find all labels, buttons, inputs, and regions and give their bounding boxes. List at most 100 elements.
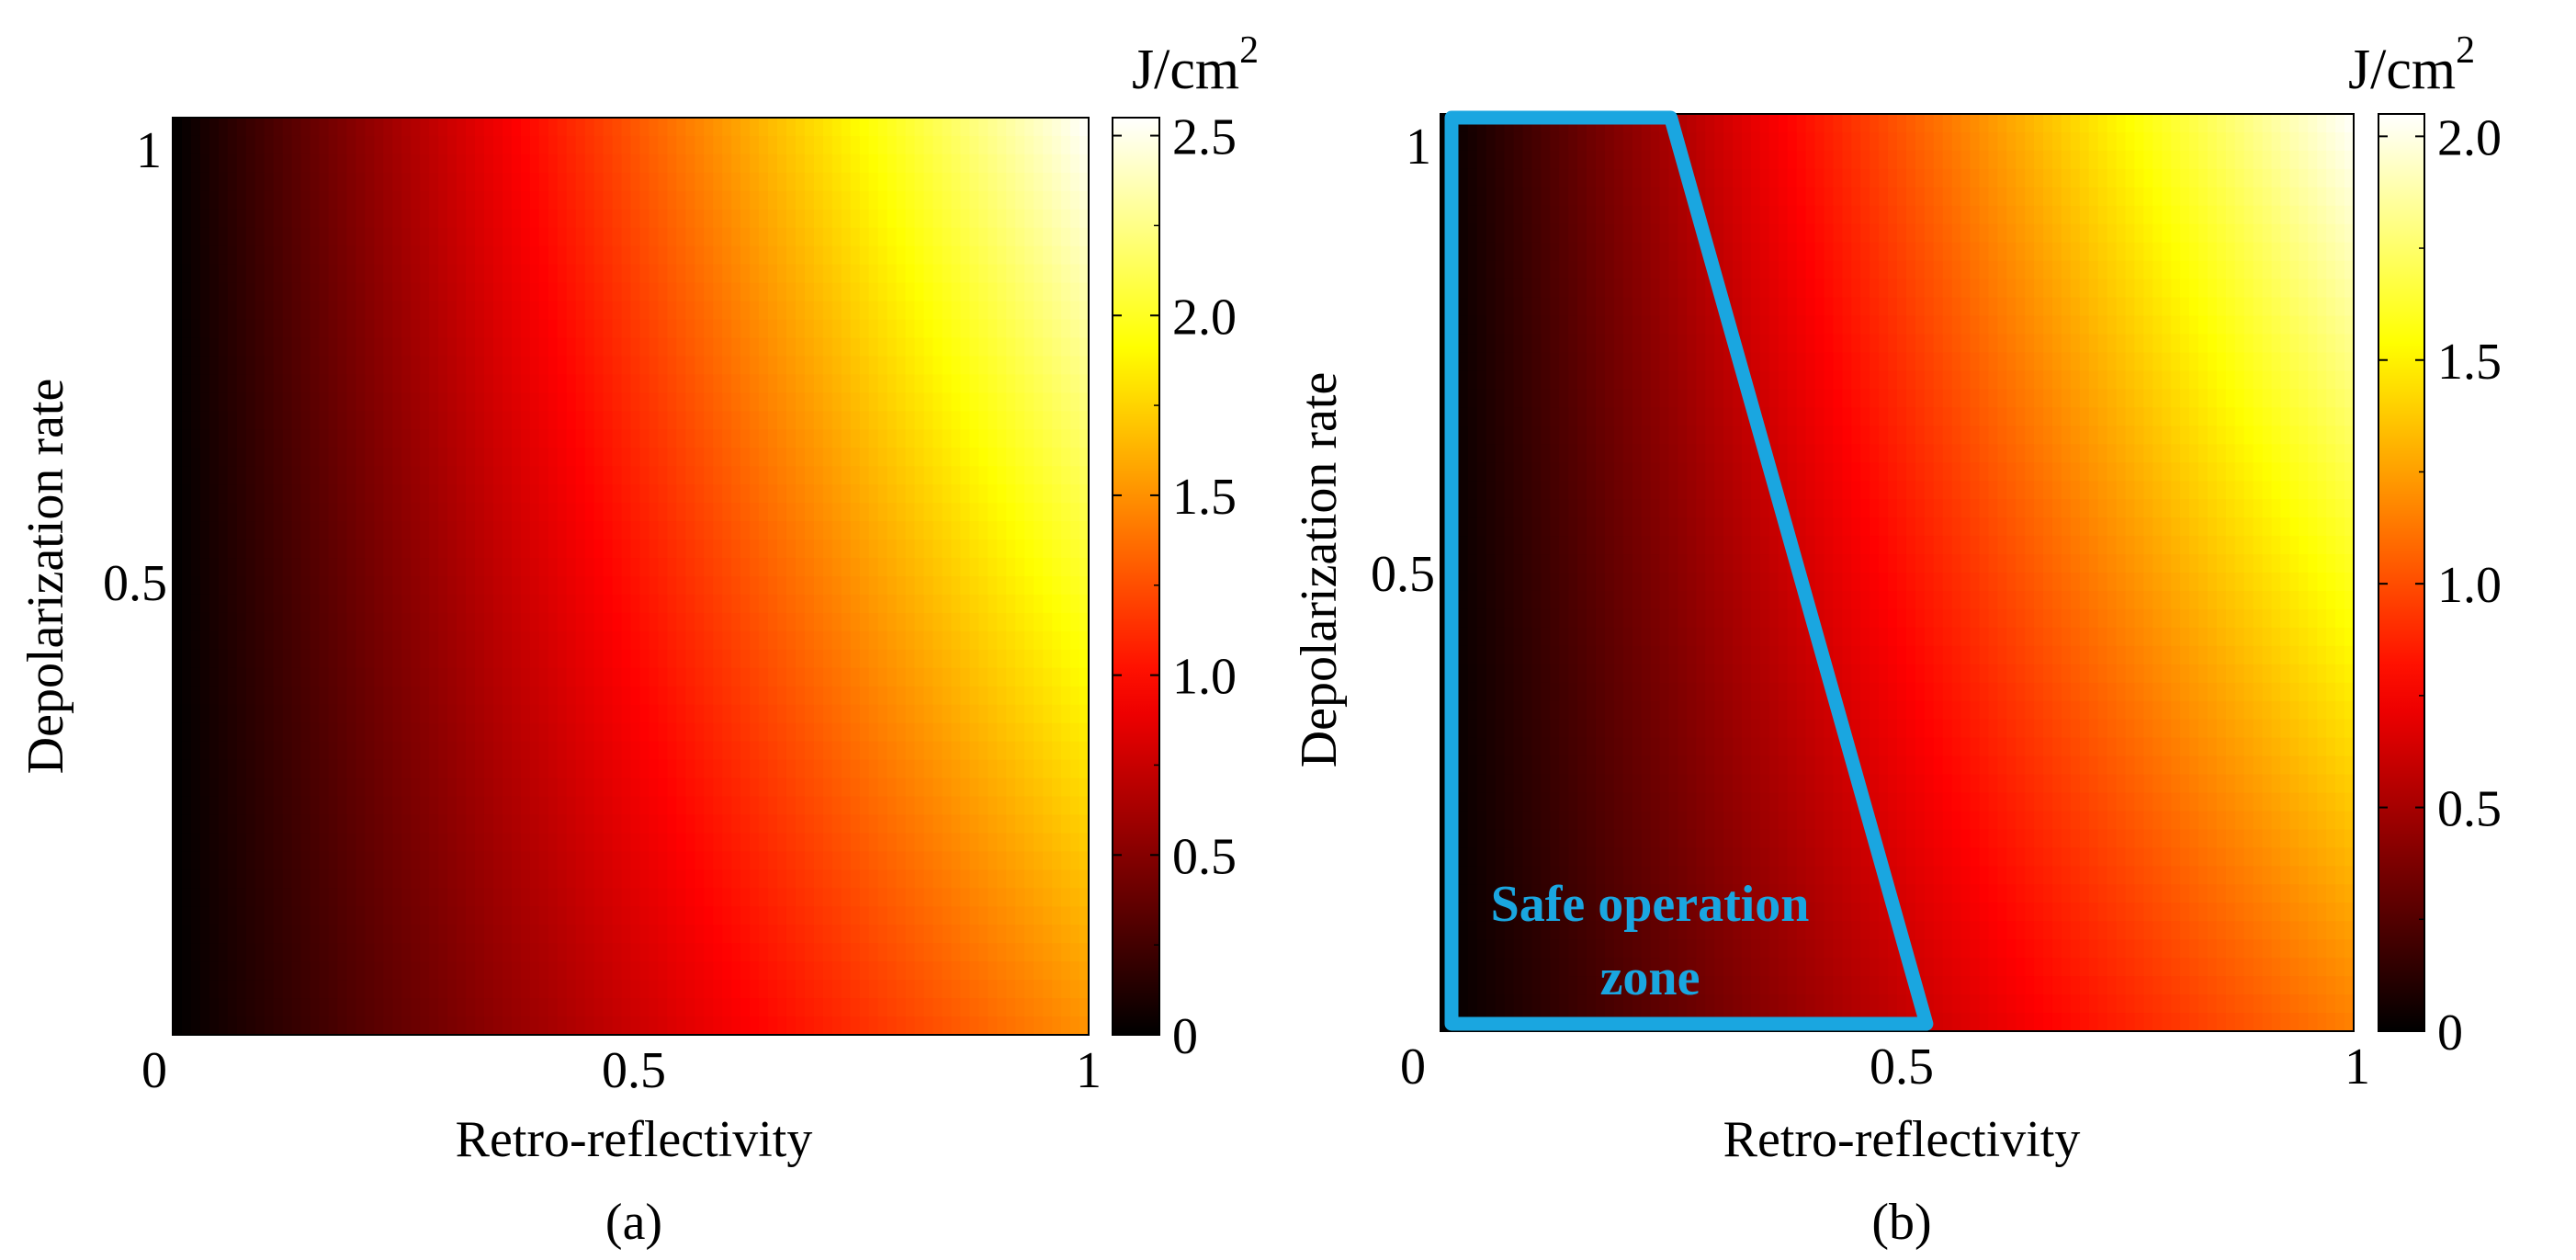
heat-cell-a	[868, 282, 879, 302]
heat-cell-a	[447, 1016, 458, 1035]
heat-cell-a	[1006, 778, 1016, 798]
heat-cell-a	[988, 814, 998, 834]
heat-cell-a	[529, 153, 540, 174]
heat-cell-a	[951, 484, 962, 504]
heat-cell-a	[695, 741, 705, 761]
heat-cell-a	[759, 704, 769, 724]
heat-cell-a	[1070, 135, 1080, 155]
heat-cell-a	[236, 264, 247, 284]
heat-cell-a	[264, 392, 275, 412]
heat-cell-a	[593, 594, 604, 614]
heat-cell-a	[731, 833, 741, 852]
heat-cell-a	[529, 906, 540, 925]
heat-cell-a	[859, 667, 870, 687]
heat-cell-a	[356, 888, 366, 907]
heat-cell-a	[777, 190, 787, 210]
heat-cell-a	[190, 539, 201, 559]
heat-cell-a	[969, 1016, 979, 1035]
heat-cell-a	[520, 153, 531, 174]
heat-cell-a	[1034, 227, 1044, 247]
heat-cell-a	[914, 209, 925, 229]
heat-cell-a	[365, 466, 375, 485]
heat-cell-a	[190, 190, 201, 210]
heat-cell-a	[612, 484, 623, 504]
heat-cell-a	[1024, 429, 1034, 448]
heat-cell-a	[502, 356, 513, 376]
heat-cell-a	[346, 227, 356, 247]
heat-cell-a	[667, 503, 677, 522]
heat-cell-a	[905, 558, 916, 577]
heat-cell-a	[1015, 759, 1025, 779]
heat-cell-a	[190, 630, 201, 651]
heat-cell-a	[447, 649, 458, 669]
heat-cell-a	[905, 503, 916, 522]
heat-cell-a	[841, 906, 852, 925]
heat-cell-a	[932, 135, 943, 155]
heat-cell-a	[822, 759, 833, 779]
heat-cell-a	[960, 374, 970, 393]
heat-cell-a	[813, 356, 824, 376]
heat-cell-a	[209, 961, 220, 981]
heat-cell-a	[337, 245, 348, 266]
heat-cell-a	[722, 667, 732, 687]
heat-cell-a	[429, 998, 439, 1017]
heat-cell-a	[685, 319, 695, 339]
heat-cell-a	[282, 558, 293, 577]
heat-cell-a	[630, 998, 641, 1017]
heat-cell-a	[804, 264, 815, 284]
heat-cell-a	[575, 374, 586, 393]
heat-cell-a	[813, 888, 824, 907]
heat-cell-a	[173, 172, 183, 192]
heat-cell-a	[438, 118, 448, 137]
heat-cell-a	[483, 833, 494, 852]
heat-cell-a	[273, 741, 284, 761]
heat-cell-a	[346, 484, 356, 504]
heat-cell-a	[722, 153, 732, 174]
heat-cell-a	[199, 448, 210, 467]
heat-cell-a	[1006, 998, 1016, 1017]
heat-cell-a	[1024, 630, 1034, 651]
heat-cell-a	[731, 851, 741, 870]
heat-cell-a	[667, 209, 677, 229]
heat-cell-a	[492, 374, 503, 393]
heat-cell-a	[951, 135, 962, 155]
heat-cell-a	[695, 833, 705, 852]
heat-cell-a	[1070, 576, 1080, 596]
heat-cell-a	[429, 980, 439, 999]
heat-cell-a	[466, 337, 476, 358]
heat-cell-a	[868, 337, 879, 358]
heat-cell-a	[685, 980, 695, 999]
heat-cell-a	[337, 484, 348, 504]
heat-cell-a	[850, 980, 861, 999]
heat-cell-a	[245, 539, 256, 559]
heat-cell-a	[282, 282, 293, 302]
heat-cell-a	[804, 337, 815, 358]
heat-cell-a	[713, 118, 723, 137]
heat-cell-a	[566, 190, 577, 210]
heat-cell-a	[466, 172, 476, 192]
heat-cell-a	[538, 667, 549, 687]
heat-cell-a	[612, 301, 623, 321]
heat-cell-a	[520, 869, 531, 889]
heat-cell-a	[1079, 172, 1089, 192]
heat-cell-a	[777, 851, 787, 870]
heat-cell-a	[529, 925, 540, 944]
heat-cell-a	[997, 429, 1007, 448]
heat-cell-a	[520, 741, 531, 761]
heat-cell-a	[1006, 649, 1016, 669]
heat-cell-a	[337, 135, 348, 155]
heat-cell-a	[492, 833, 503, 852]
heat-cell-a	[483, 558, 494, 577]
heat-cell-a	[438, 153, 448, 174]
heat-cell-a	[804, 209, 815, 229]
heat-cell-a	[328, 172, 339, 192]
heat-cell-a	[273, 778, 284, 798]
heat-cell-a	[401, 649, 412, 669]
heat-cell-a	[850, 558, 861, 577]
heat-cell-a	[300, 466, 311, 485]
heat-cell-a	[466, 888, 476, 907]
heat-cell-a	[768, 594, 778, 614]
heat-cell-a	[1024, 980, 1034, 999]
heat-cell-a	[676, 906, 686, 925]
heat-cell-a	[905, 576, 916, 596]
